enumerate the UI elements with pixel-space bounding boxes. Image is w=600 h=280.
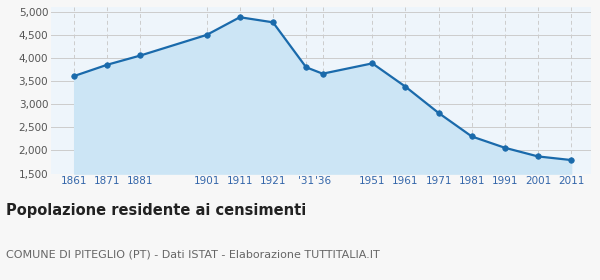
Text: Popolazione residente ai censimenti: Popolazione residente ai censimenti (6, 203, 306, 218)
Text: COMUNE DI PITEGLIO (PT) - Dati ISTAT - Elaborazione TUTTITALIA.IT: COMUNE DI PITEGLIO (PT) - Dati ISTAT - E… (6, 249, 380, 259)
